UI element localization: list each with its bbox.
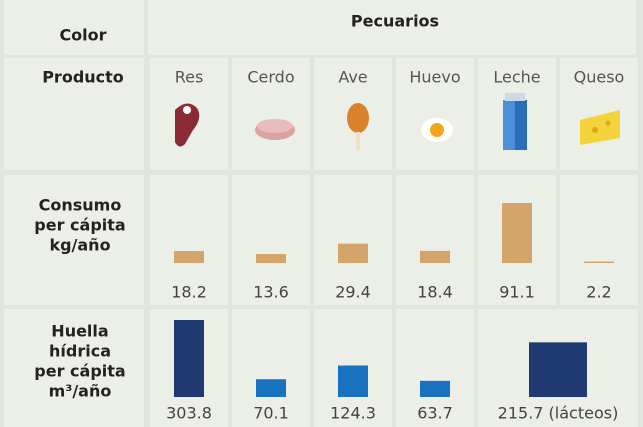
- huella-bar: [529, 342, 587, 397]
- consumo-bar: [338, 244, 368, 263]
- row-label: per cápita: [34, 362, 125, 381]
- consumo-bar: [502, 203, 532, 263]
- consumo-value: 18.4: [417, 283, 453, 302]
- huella-value: 303.8: [166, 404, 212, 423]
- consumo-value: 2.2: [586, 283, 611, 302]
- icon-cerdo: [255, 119, 295, 140]
- row-label: Huella: [51, 322, 108, 341]
- consumo-bar: [584, 262, 614, 263]
- product-name: Queso: [574, 68, 625, 87]
- consumo-value: 18.2: [171, 283, 207, 302]
- row-label: hídrica: [49, 342, 111, 361]
- infographic: Color Pecuarios Producto Res Cerdo Ave Huev…: [0, 0, 643, 427]
- group-label: Pecuarios: [351, 12, 439, 31]
- consumo-value: 29.4: [335, 283, 371, 302]
- product-name: Cerdo: [247, 68, 294, 87]
- huella-value: 124.3: [330, 404, 376, 423]
- row-label: per cápita: [34, 216, 125, 235]
- product-name: Ave: [338, 68, 367, 87]
- consumo-bar: [256, 254, 286, 263]
- huella-bar: [174, 320, 204, 397]
- product-name: Res: [175, 68, 204, 87]
- product-name: Leche: [493, 68, 540, 87]
- consumo-bar: [174, 251, 204, 263]
- huella-value: 215.7 (lácteos): [498, 404, 619, 423]
- huella-bar: [338, 365, 368, 397]
- huella-bar: [420, 381, 450, 397]
- color-label: Color: [59, 26, 106, 45]
- product-name: Huevo: [409, 68, 460, 87]
- product-label: Producto: [42, 68, 124, 87]
- icon-leche: [503, 93, 527, 150]
- huella-value: 63.7: [417, 404, 453, 423]
- huella-value: 70.1: [253, 404, 289, 423]
- icon-huevo: [421, 118, 453, 142]
- huella-bar: [256, 379, 286, 397]
- row-label: Consumo: [39, 196, 122, 215]
- row-label: m³/año: [49, 382, 112, 401]
- row-label: kg/año: [49, 236, 110, 255]
- consumo-bar: [420, 251, 450, 263]
- consumo-value: 13.6: [253, 283, 289, 302]
- consumo-value: 91.1: [499, 283, 535, 302]
